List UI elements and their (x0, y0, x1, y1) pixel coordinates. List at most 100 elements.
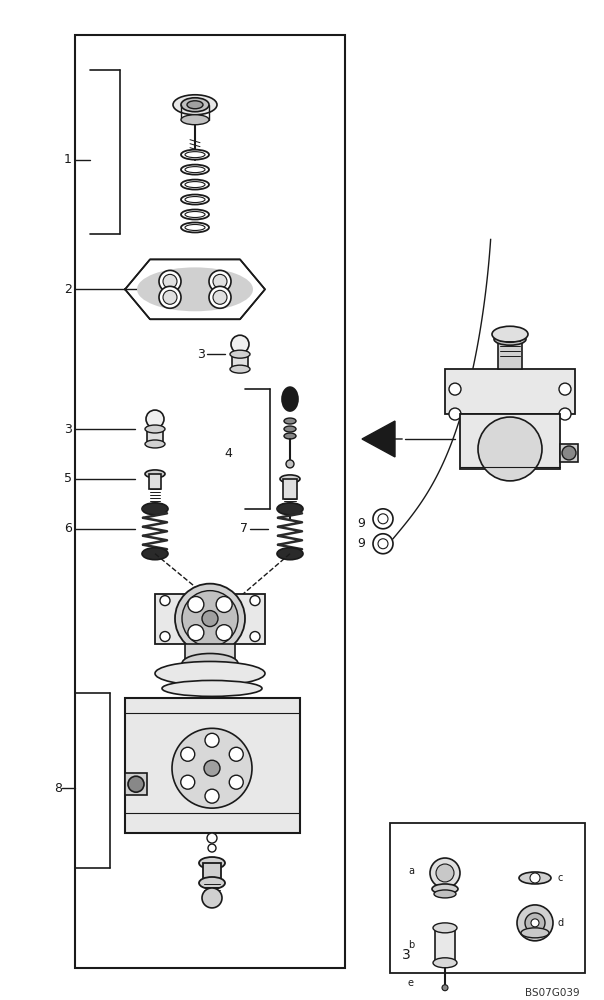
Ellipse shape (492, 326, 528, 342)
Circle shape (230, 747, 243, 761)
Circle shape (230, 775, 243, 789)
Bar (155, 594, 265, 644)
Text: 9: 9 (357, 537, 365, 550)
Circle shape (250, 632, 260, 642)
Ellipse shape (185, 212, 205, 217)
Circle shape (373, 509, 393, 529)
Bar (283, 479, 297, 499)
Ellipse shape (521, 928, 549, 938)
Text: 8: 8 (54, 782, 62, 795)
Ellipse shape (199, 877, 225, 889)
Circle shape (213, 274, 227, 288)
Ellipse shape (181, 195, 209, 205)
Bar (125, 698, 300, 833)
Bar (560, 444, 578, 462)
Ellipse shape (142, 548, 168, 560)
Text: 3: 3 (64, 423, 72, 436)
Circle shape (181, 747, 194, 761)
Ellipse shape (230, 350, 250, 358)
Circle shape (559, 408, 571, 420)
Circle shape (216, 625, 232, 641)
Circle shape (205, 733, 219, 747)
Circle shape (160, 596, 170, 606)
Ellipse shape (282, 387, 298, 411)
Circle shape (202, 611, 218, 627)
Circle shape (517, 905, 553, 941)
Ellipse shape (181, 180, 209, 190)
Bar (445, 369, 575, 414)
Circle shape (188, 596, 204, 612)
Ellipse shape (181, 210, 209, 219)
Circle shape (250, 596, 260, 606)
Text: 3: 3 (402, 948, 411, 962)
Ellipse shape (162, 680, 262, 696)
Text: BS07G039: BS07G039 (525, 988, 580, 998)
Bar (232, 354, 248, 369)
Circle shape (478, 417, 542, 481)
Circle shape (430, 858, 460, 888)
Polygon shape (362, 421, 395, 457)
Ellipse shape (185, 197, 205, 203)
Ellipse shape (277, 503, 303, 515)
Circle shape (436, 864, 454, 882)
Circle shape (208, 844, 216, 852)
Text: 5: 5 (64, 472, 72, 485)
Circle shape (378, 514, 388, 524)
Circle shape (378, 539, 388, 549)
Text: d: d (557, 918, 563, 928)
Bar (185, 644, 235, 663)
Bar (125, 773, 147, 795)
Circle shape (449, 408, 461, 420)
Ellipse shape (181, 222, 209, 232)
Circle shape (128, 776, 144, 792)
Text: 1: 1 (64, 153, 72, 166)
Text: 7: 7 (240, 522, 248, 535)
Ellipse shape (185, 182, 205, 188)
Circle shape (204, 760, 220, 776)
Text: e: e (408, 978, 414, 988)
Ellipse shape (494, 333, 526, 345)
Ellipse shape (185, 152, 205, 158)
Ellipse shape (185, 167, 205, 173)
Circle shape (202, 888, 222, 908)
Circle shape (159, 286, 181, 308)
Ellipse shape (182, 653, 238, 673)
Circle shape (216, 596, 232, 612)
Text: b: b (408, 940, 414, 950)
Circle shape (181, 775, 194, 789)
Ellipse shape (434, 890, 456, 898)
Ellipse shape (284, 433, 296, 439)
Circle shape (213, 290, 227, 304)
Ellipse shape (433, 958, 457, 968)
Circle shape (207, 833, 217, 843)
Ellipse shape (155, 661, 265, 685)
Circle shape (373, 534, 393, 554)
Circle shape (525, 913, 545, 933)
Ellipse shape (432, 884, 458, 894)
Ellipse shape (181, 98, 209, 112)
Ellipse shape (181, 115, 209, 125)
Ellipse shape (181, 150, 209, 160)
Text: 4: 4 (224, 447, 232, 460)
Ellipse shape (280, 475, 300, 483)
Circle shape (562, 446, 576, 460)
Circle shape (160, 632, 170, 642)
Circle shape (531, 919, 539, 927)
Circle shape (182, 591, 238, 647)
Ellipse shape (277, 548, 303, 560)
Circle shape (163, 274, 177, 288)
Bar (498, 339, 522, 369)
Circle shape (175, 584, 245, 653)
Bar (435, 928, 455, 963)
Circle shape (188, 625, 204, 641)
Circle shape (442, 985, 448, 991)
Ellipse shape (181, 165, 209, 175)
Circle shape (530, 873, 540, 883)
Ellipse shape (145, 425, 165, 433)
Ellipse shape (142, 503, 168, 515)
Ellipse shape (284, 418, 296, 424)
Circle shape (231, 335, 249, 353)
Ellipse shape (187, 101, 203, 109)
Text: 2: 2 (64, 283, 72, 296)
Circle shape (449, 383, 461, 395)
